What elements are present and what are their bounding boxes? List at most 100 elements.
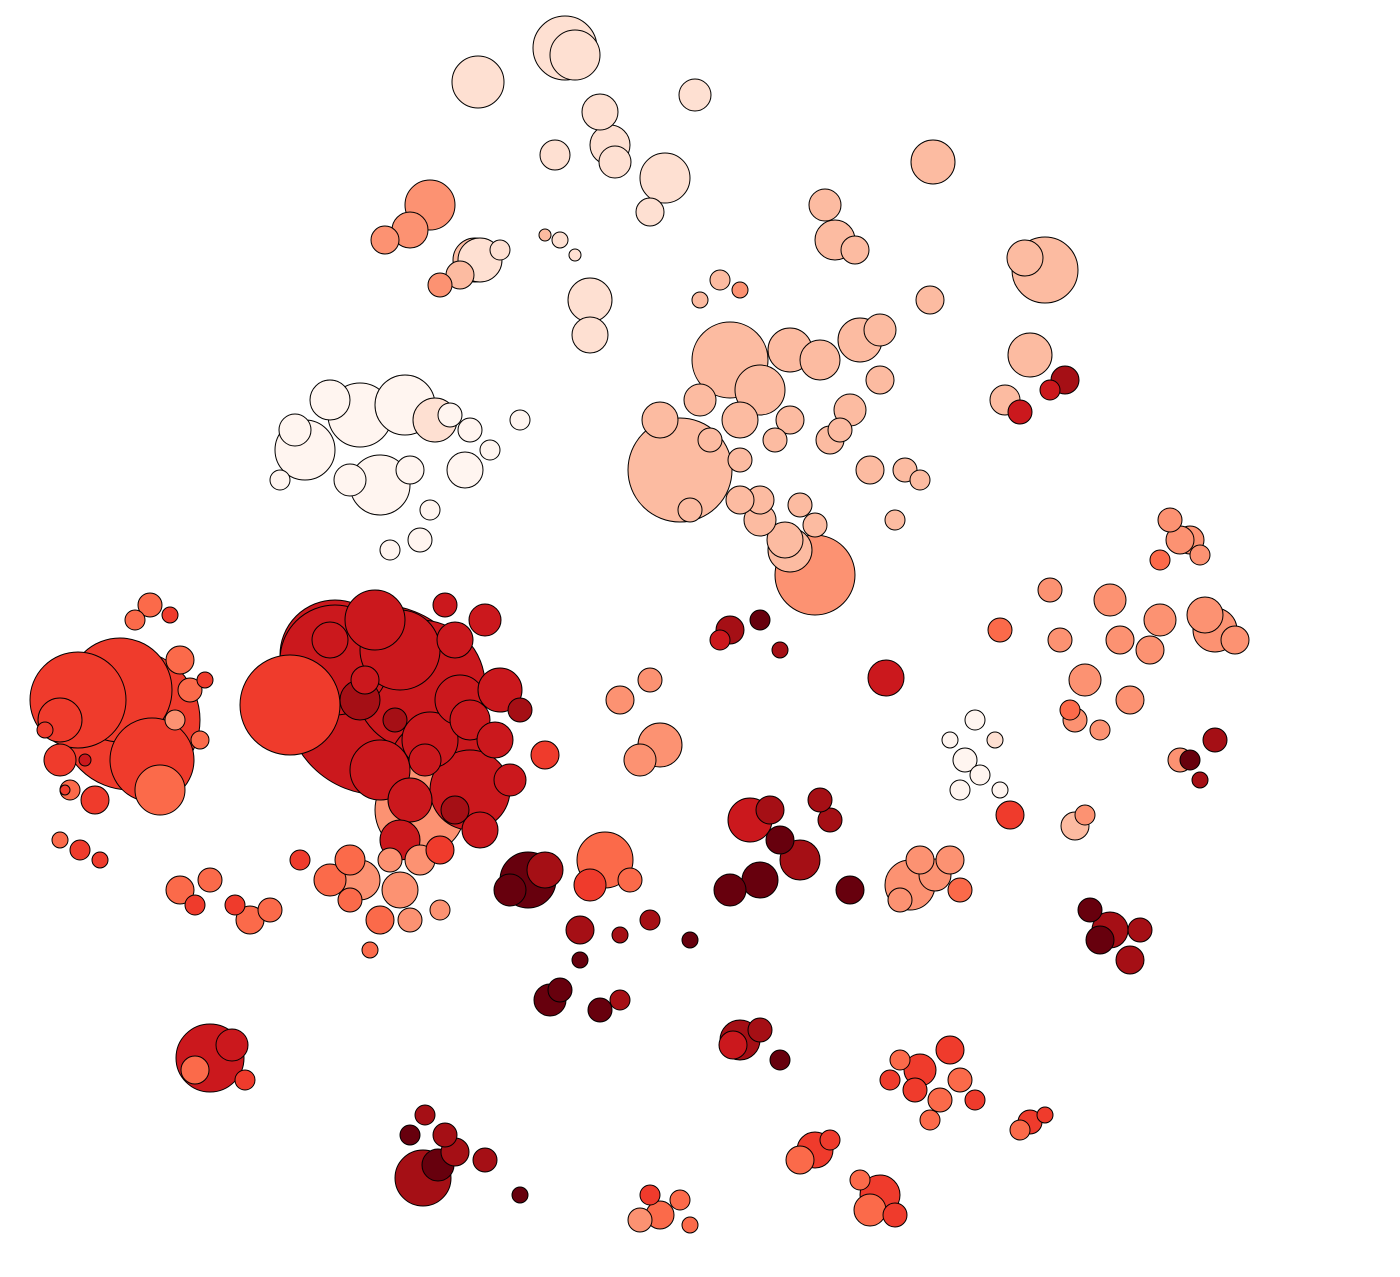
bubble-point [727, 447, 753, 473]
bubble-point [639, 909, 661, 931]
bubble-point [468, 603, 502, 637]
bubble-point [952, 747, 978, 773]
bubble-point [509, 409, 531, 431]
bubble-point [80, 785, 110, 815]
bubble-point [741, 861, 779, 899]
bubble-point [234, 1069, 256, 1091]
bubble-point [551, 231, 569, 249]
bubble-point [78, 753, 92, 767]
bubble-point [995, 800, 1025, 830]
bubble-point [681, 1216, 699, 1234]
bubble-point [432, 1122, 458, 1148]
bubble-point [769, 1049, 791, 1071]
bubble-point [905, 845, 935, 875]
bubble-point [865, 365, 895, 395]
bubble-point [381, 871, 419, 909]
bubble-point [609, 989, 631, 1011]
bubble-point [91, 851, 109, 869]
bubble-point [681, 931, 699, 949]
bubble-point [765, 825, 795, 855]
bubble-point [476, 721, 514, 759]
bubble-point [408, 743, 442, 777]
bubble-point [165, 875, 195, 905]
bubble-point [617, 867, 643, 893]
bubble-point [568, 248, 582, 262]
bubble-point [1189, 544, 1211, 566]
bubble-point [567, 277, 613, 323]
bubble-point [461, 811, 499, 849]
bubble-point [1186, 596, 1224, 634]
bubble-point [184, 894, 206, 916]
bubble-point [935, 845, 965, 875]
bubble-point [1115, 685, 1145, 715]
bubble-point [51, 831, 69, 849]
bubble-point [799, 339, 841, 381]
bubble-point [278, 413, 312, 447]
bubble-point [333, 463, 367, 497]
bubble-point [161, 606, 179, 624]
bubble-point [986, 731, 1004, 749]
bubble-point [587, 997, 613, 1023]
bubble-point [766, 521, 804, 559]
bubble-point [530, 740, 560, 770]
bubble-point [683, 383, 717, 417]
bubble-point [224, 894, 246, 916]
bubble-point [1202, 727, 1228, 753]
bubble-point [425, 835, 455, 865]
bubble-point [902, 1077, 928, 1103]
bubble-point [414, 1104, 436, 1126]
bubble-point [1127, 917, 1153, 943]
bubble-point [344, 589, 406, 651]
bubble-point [1047, 627, 1073, 653]
bubble-point [538, 228, 552, 242]
bubble-point [1009, 1119, 1031, 1141]
bubble-point [915, 285, 945, 315]
bubble-point [927, 1087, 953, 1113]
bubble-point [964, 1089, 986, 1111]
bubble-point [370, 225, 400, 255]
bubble-point [867, 659, 905, 697]
bubble-point [1085, 925, 1115, 955]
bubble-point [817, 807, 843, 833]
bubble-point [197, 867, 223, 893]
bubble-point [334, 844, 366, 876]
bubble-point [709, 269, 731, 291]
bubble-point [59, 784, 71, 796]
bubble-point [180, 1055, 210, 1085]
bubble-point [855, 455, 885, 485]
bubble-point [969, 764, 991, 786]
bubble-point [835, 875, 865, 905]
bubble-point [641, 401, 679, 439]
bubble-point [539, 139, 571, 171]
bubble-point [910, 139, 956, 185]
bubble-point [691, 291, 709, 309]
bubble-point [863, 313, 897, 347]
bubble-point [775, 405, 805, 435]
bubble-point [1115, 945, 1145, 975]
bubble-point [1006, 239, 1044, 277]
bubble-point [669, 1189, 691, 1211]
bubble-point [1037, 577, 1063, 603]
bubble-point [731, 281, 749, 299]
bubble-point [419, 499, 441, 521]
bubble-point [365, 905, 395, 935]
bubble-point [165, 645, 195, 675]
bubble-point [785, 1145, 815, 1175]
bubble-point [1059, 699, 1081, 721]
bubble-point [1135, 635, 1165, 665]
bubble-point [734, 364, 786, 416]
bubble-point [581, 93, 619, 131]
bubble-point [399, 1124, 421, 1146]
bubble-point [678, 78, 712, 112]
bubble-point [849, 1169, 871, 1191]
bubble-point [1157, 507, 1183, 533]
bubble-point [446, 451, 484, 489]
bubble-point [493, 873, 527, 907]
bubble-point [879, 1069, 901, 1091]
bubble-point [507, 697, 533, 723]
bubble-point [377, 847, 403, 873]
bubble-point [440, 795, 470, 825]
bubble-point [807, 787, 833, 813]
bubble-point [721, 401, 759, 439]
